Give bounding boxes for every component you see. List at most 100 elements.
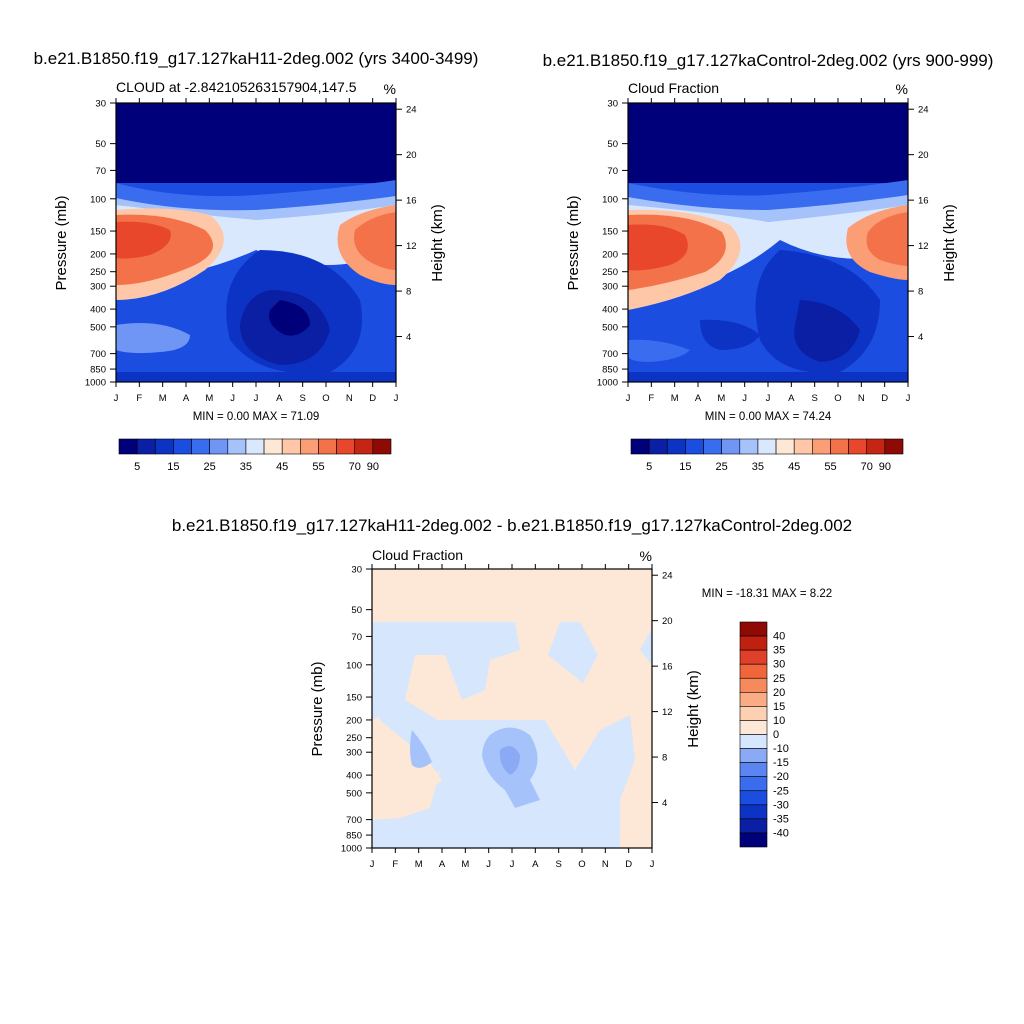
x-tick-label: N [858, 393, 865, 404]
colorbar-swatch [884, 438, 904, 455]
y-tick-label: 250 [90, 267, 106, 278]
x-tick-label: N [602, 859, 609, 870]
x-tick-label: D [625, 859, 632, 870]
panel-control-ylabel-right: Height (km) [941, 204, 958, 282]
colorbar-label: 70 [349, 461, 361, 473]
colorbar-swatch [848, 438, 868, 455]
colorbar-swatch [812, 438, 831, 455]
x-tick-label: J [230, 393, 235, 404]
colorbar-swatch [118, 438, 138, 455]
colorbar-label: 25 [204, 461, 216, 473]
colorbar-label: 15 [167, 461, 179, 473]
panel-h11-colorbar: 5 15 25 35 45 55 70 90 [118, 438, 392, 473]
y-tick-label: 150 [90, 227, 106, 238]
y-tick-label: 200 [346, 715, 362, 726]
y-tick-label: 100 [90, 194, 106, 205]
colorbar-swatch [703, 438, 722, 455]
x-tick-label: D [369, 393, 376, 404]
panel-control-title: b.e21.B1850.f19_g17.127kaControl-2deg.00… [543, 51, 994, 70]
y-right-tick-label: 8 [406, 287, 411, 298]
colorbar-label: 35 [773, 645, 785, 657]
x-tick-label: J [906, 393, 911, 404]
panel-h11-plot [115, 102, 397, 383]
colorbar-swatch [739, 621, 768, 637]
colorbar-swatch [281, 438, 301, 455]
colorbar-label: 35 [240, 461, 252, 473]
x-tick-label: A [532, 859, 539, 870]
y-tick-label: 850 [90, 365, 106, 376]
colorbar-swatch [336, 438, 356, 455]
colorbar-label: -20 [773, 771, 789, 783]
panel-diff-subtitle: Cloud Fraction [372, 547, 463, 563]
x-tick-label: J [486, 859, 491, 870]
colorbar-swatch [721, 438, 741, 455]
x-tick-label: J [650, 859, 655, 870]
y-tick-label: 50 [351, 605, 362, 616]
colorbar-swatch [739, 776, 768, 792]
panel-h11-subtitle: CLOUD at -2.842105263157904,147.5 [116, 79, 357, 95]
panel-diff-ylabel-right: Height (km) [685, 670, 702, 748]
colorbar-label: 5 [646, 461, 652, 473]
panel-h11-ticks: J F M A M J J A S O N D J 30 50 70 100 150 200 250 300 400 500… [85, 98, 417, 404]
y-tick-label: 30 [95, 99, 106, 110]
colorbar-label: 15 [773, 701, 785, 713]
colorbar-swatch [191, 438, 210, 455]
y-right-tick-label: 8 [662, 753, 667, 764]
colorbar-swatch [227, 438, 247, 455]
colorbar-swatch [739, 692, 768, 707]
x-tick-label: J [370, 859, 375, 870]
y-tick-label: 1000 [341, 844, 362, 855]
x-tick-label: N [346, 393, 353, 404]
panel-control-plot [627, 102, 909, 383]
colorbar-label: 10 [773, 715, 785, 727]
y-right-tick-label: 12 [918, 241, 929, 252]
colorbar-swatch [739, 635, 768, 651]
x-tick-label: J [510, 859, 515, 870]
y-tick-label: 1000 [85, 378, 106, 389]
x-tick-label: J [254, 393, 259, 404]
panel-control: b.e21.B1850.f19_g17.127kaControl-2deg.00… [543, 51, 994, 473]
y-right-tick-label: 12 [662, 707, 673, 718]
colorbar-label: 90 [367, 461, 379, 473]
colorbar-swatch [739, 649, 768, 665]
x-tick-label: O [578, 859, 585, 870]
colorbar-swatch [173, 438, 192, 455]
y-tick-label: 100 [602, 194, 618, 205]
x-tick-label: F [392, 859, 398, 870]
panel-control-units: % [896, 81, 908, 97]
panel-diff-ylabel: Pressure (mb) [309, 661, 326, 756]
x-tick-label: M [671, 393, 679, 404]
colorbar-swatch [739, 804, 768, 820]
panel-diff-colorbar: 40 35 30 25 20 15 10 0 -10 -15 -20 -25 -30 -35 -40 [739, 621, 789, 848]
colorbar-swatch [739, 734, 768, 749]
x-tick-label: M [461, 859, 469, 870]
x-tick-label: S [811, 393, 817, 404]
colorbar-label: -40 [773, 827, 789, 839]
y-right-tick-label: 4 [918, 332, 923, 343]
y-tick-label: 70 [607, 166, 618, 177]
colorbar-label: -10 [773, 743, 789, 755]
colorbar-swatch [739, 720, 768, 735]
y-right-tick-label: 8 [918, 287, 923, 298]
y-right-tick-label: 16 [918, 196, 929, 207]
x-tick-label: M [415, 859, 423, 870]
y-tick-label: 850 [346, 831, 362, 842]
colorbar-swatch [648, 438, 668, 455]
colorbar-label: 20 [773, 687, 785, 699]
y-tick-label: 700 [602, 349, 618, 360]
panel-h11-ylabel: Pressure (mb) [53, 195, 70, 290]
colorbar-label: 35 [752, 461, 764, 473]
colorbar-swatch [245, 438, 265, 455]
y-right-tick-label: 24 [662, 571, 673, 582]
y-tick-label: 50 [95, 139, 106, 150]
y-tick-label: 50 [607, 139, 618, 150]
y-right-tick-label: 12 [406, 241, 417, 252]
panel-diff-stats: MIN = -18.31 MAX = 8.22 [702, 588, 832, 600]
y-tick-label: 300 [346, 748, 362, 759]
y-tick-label: 850 [602, 365, 618, 376]
y-tick-label: 400 [602, 305, 618, 316]
panel-diff-ticks: J F M A M J J A S O N D J 30 50 70 100 150 200 250 300 400 500… [341, 564, 673, 870]
y-tick-label: 400 [90, 305, 106, 316]
y-tick-label: 100 [346, 660, 362, 671]
